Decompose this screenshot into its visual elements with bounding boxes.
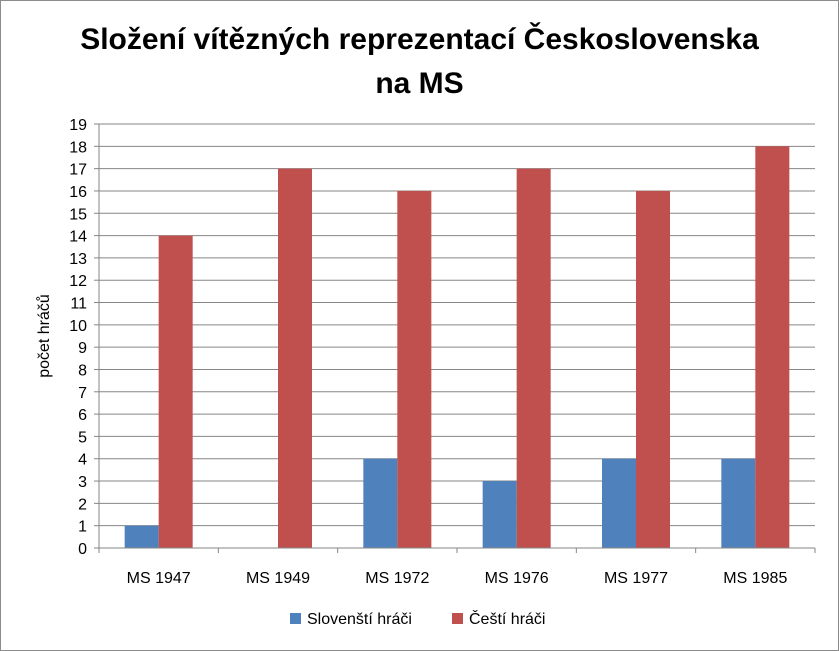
bar-slovak	[721, 458, 756, 548]
legend-label: Slovenští hráči	[307, 611, 412, 628]
x-tick-label: MS 1972	[365, 570, 429, 587]
y-tick-label: 8	[78, 362, 87, 379]
bar-slovak	[602, 458, 636, 548]
chart-title-line1: Složení vítězných reprezentací Českoslov…	[80, 23, 759, 56]
bar-czech	[516, 168, 551, 548]
y-tick-label: 16	[69, 184, 87, 201]
axes	[98, 124, 816, 553]
y-tick-label: 11	[70, 296, 87, 313]
y-tick-label: 1	[78, 519, 87, 536]
bar-slovak	[482, 481, 517, 548]
y-tick-label: 4	[78, 452, 87, 469]
legend-swatch	[290, 613, 301, 624]
bar-slovak	[363, 458, 398, 548]
bar-czech	[755, 146, 790, 548]
y-tick-label: 10	[69, 318, 87, 335]
y-tick-label: 14	[69, 229, 87, 246]
bar-czech	[636, 190, 670, 548]
chart-title-line2: na MS	[375, 67, 464, 100]
x-tick-label: MS 1949	[246, 570, 310, 587]
bars	[124, 146, 790, 548]
gridlines	[99, 123, 815, 527]
x-tick-label: MS 1976	[485, 570, 549, 587]
x-tick-label: MS 1985	[723, 570, 787, 587]
y-tick-label: 0	[78, 541, 87, 558]
bar-czech	[278, 168, 312, 548]
y-tick-label: 15	[69, 206, 87, 223]
bar-czech	[397, 190, 432, 548]
y-tick-label: 5	[78, 429, 87, 446]
legend-swatch	[452, 613, 463, 624]
bar-slovak	[124, 525, 159, 548]
y-tick-label: 6	[78, 407, 87, 424]
y-tick-label: 3	[78, 474, 87, 491]
legend-label: Čeští hráči	[469, 609, 545, 628]
y-tick-label: 13	[69, 251, 87, 268]
y-tick-label: 19	[69, 117, 87, 134]
x-tick-label: MS 1947	[127, 570, 191, 587]
y-tick-label: 2	[78, 496, 87, 513]
x-axis-ticks: MS 1947 MS 1949 MS 1972 MS 1976 MS 1977 MS 19…	[127, 570, 788, 587]
y-tick-label: 12	[69, 273, 87, 290]
y-axis-label: počet hráčů	[35, 294, 53, 378]
y-tick-label: 18	[69, 139, 87, 156]
y-tick-label: 7	[78, 385, 87, 402]
legend: Slovenští hráči Čeští hráči	[290, 609, 545, 628]
bar-czech	[158, 235, 193, 548]
y-tick-label: 9	[78, 340, 87, 357]
x-tick-label: MS 1977	[604, 570, 668, 587]
chart-title: Složení vítězných reprezentací Českoslov…	[0, 18, 839, 106]
y-tick-label: 17	[69, 162, 87, 179]
